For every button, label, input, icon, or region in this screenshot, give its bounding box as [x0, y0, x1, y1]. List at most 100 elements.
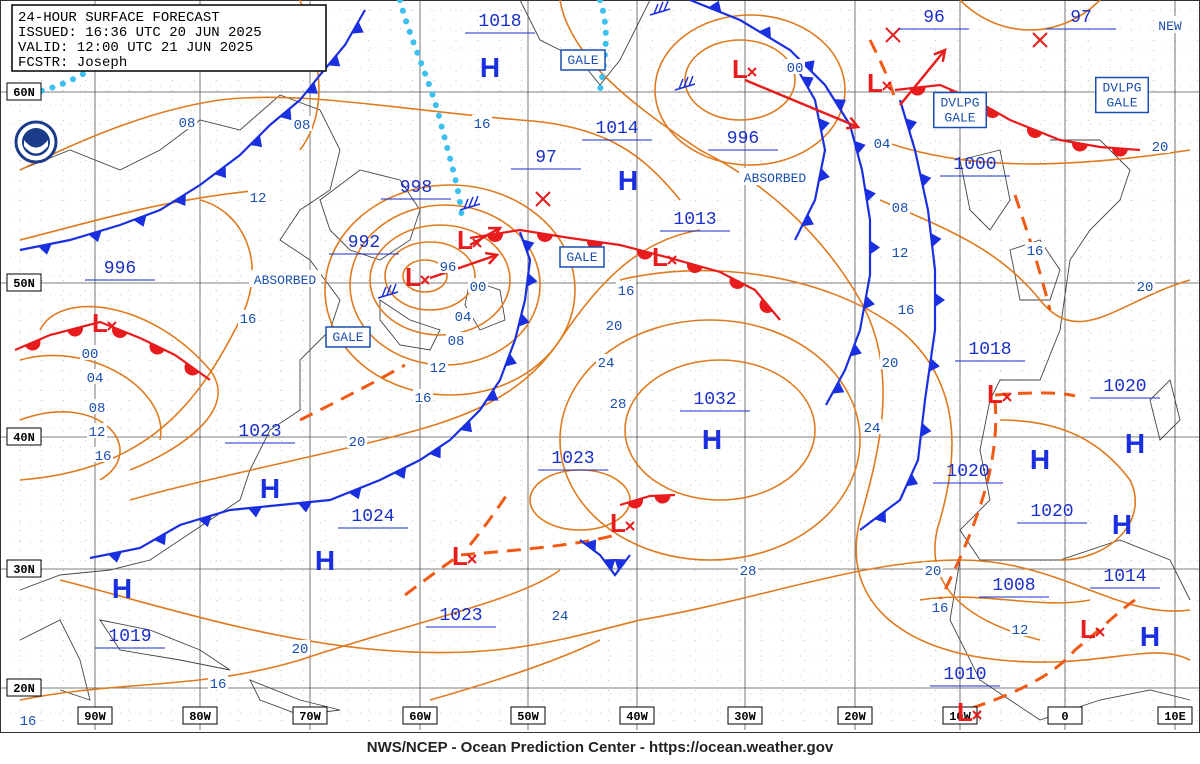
isobar-label: 24: [864, 421, 881, 437]
low-x: [467, 554, 477, 564]
low-x: [667, 255, 677, 265]
isobar-label-bg: [862, 419, 882, 434]
cold-front: [859, 99, 937, 531]
header-line: FCSTR: Joseph: [18, 55, 127, 71]
front-pip: [874, 510, 886, 523]
pressure-label: 1013: [673, 210, 716, 230]
lat-label-box: [6, 273, 42, 292]
lon-label: 10W: [949, 710, 971, 724]
high-center: H: [1030, 444, 1050, 475]
isobar-label: 20: [925, 564, 942, 580]
front-pip: [108, 551, 122, 563]
annotation: GALE: [332, 330, 363, 345]
low-center: L: [610, 508, 626, 538]
front-pip: [637, 249, 653, 260]
lon-label: 70W: [299, 710, 321, 724]
low-x: [882, 81, 892, 91]
front-pip: [758, 26, 772, 39]
low-center: L: [867, 68, 883, 98]
low-x: [1095, 627, 1105, 637]
isobar-label-bg: [616, 282, 636, 297]
isobar-label-bg: [738, 562, 758, 577]
isobar-label-bg: [248, 189, 268, 204]
isobar-label: 12: [89, 425, 106, 441]
front-pip: [930, 233, 942, 247]
annotation-box: [933, 91, 987, 129]
lon-label-box: [77, 706, 113, 725]
isobar-label-bg: [896, 301, 916, 316]
lon-label-box: [292, 706, 328, 725]
isobar-label-bg: [446, 332, 466, 347]
lon-label-box: [402, 706, 438, 725]
lat-label-box: [6, 82, 42, 101]
front-pip: [1072, 142, 1088, 152]
front-pip: [708, 0, 722, 13]
labels: 60N 50N 40N 30N 20N 90W 80W 70W 60W 50W 40W 30W 20W 1…: [6, 8, 1193, 730]
low-x: [107, 321, 117, 331]
front-pip: [801, 213, 814, 227]
front-pip: [920, 173, 932, 187]
annotation-bg: [739, 168, 811, 185]
lat-label-box: [6, 427, 42, 446]
warm-front: [894, 83, 1141, 152]
lon-label-box: [837, 706, 873, 725]
high-center: H: [702, 424, 722, 455]
lon-label: 80W: [189, 710, 211, 724]
front-pip: [1112, 147, 1128, 157]
lon-label: 30W: [734, 710, 756, 724]
isobar-label-bg: [604, 317, 624, 332]
x-mark: [1032, 32, 1048, 48]
annotation-box: [559, 246, 605, 268]
high-center: H: [480, 52, 500, 83]
front-pip: [614, 559, 627, 571]
low-center: L: [732, 54, 748, 84]
pressure-label: 1019: [108, 627, 151, 647]
front-pip: [351, 21, 364, 34]
arrow-head: [845, 116, 861, 130]
isobar-label: 20: [349, 435, 366, 451]
isobar-label-bg: [596, 354, 616, 369]
pressure-label: 1008: [992, 576, 1035, 596]
low-x: [420, 275, 430, 285]
isobar-label: 20: [1137, 280, 1154, 296]
pressure-label: 1018: [968, 340, 1011, 360]
pressure-label: 97: [1070, 8, 1092, 28]
front-pip: [184, 362, 200, 376]
isobar-label: 16: [95, 449, 112, 465]
front-pip: [1027, 127, 1043, 138]
lon-label: 40W: [626, 710, 648, 724]
pressure-label: 1020: [1103, 377, 1146, 397]
isobar-label: 16: [618, 284, 635, 300]
isobar-label-bg: [18, 712, 38, 727]
pressure-label: 1000: [953, 155, 996, 175]
isobar-label: 16: [210, 677, 227, 693]
wind-barb: [649, 0, 671, 16]
isobar-label: 16: [932, 601, 949, 617]
isobar-label-bg: [428, 359, 448, 374]
cold-front: [689, 0, 872, 406]
pressure-label: 1014: [1103, 567, 1146, 587]
front-pip: [298, 501, 312, 513]
isobar-label: 00: [787, 61, 804, 77]
isobar-label: 12: [1012, 623, 1029, 639]
front-pip: [920, 423, 932, 437]
front-pip: [850, 343, 862, 357]
isobar-label: 12: [430, 361, 447, 377]
lon-label: 10E: [1164, 710, 1186, 724]
lon-label-box: [182, 706, 218, 725]
front-pip: [67, 326, 83, 337]
pressure-label: 998: [400, 178, 432, 198]
isobar-label: 16: [240, 312, 257, 328]
isobar-label: 16: [415, 391, 432, 407]
front-pip: [818, 168, 830, 182]
pressure-label: 996: [104, 259, 136, 279]
lon-label: 0: [1061, 710, 1068, 724]
isobar-label-bg: [890, 199, 910, 214]
high-center: H: [1112, 509, 1132, 540]
front-pip: [149, 343, 165, 355]
header-box: [11, 4, 327, 72]
front-pip: [522, 239, 535, 253]
high-center: H: [1140, 621, 1160, 652]
pressure-label: 992: [348, 233, 380, 253]
motion-arrow: [744, 78, 859, 129]
